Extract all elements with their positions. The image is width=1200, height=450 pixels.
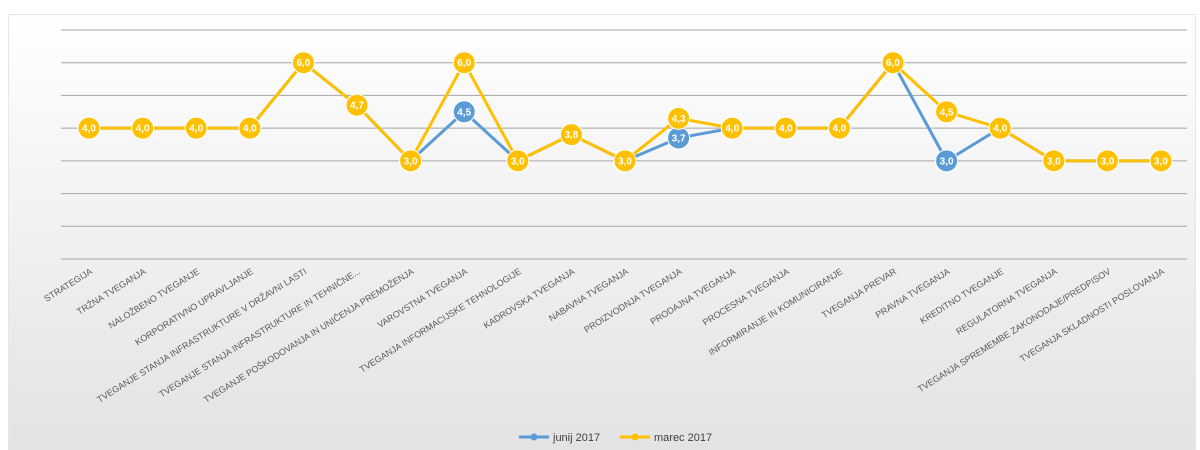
data-point-1-19 — [1095, 149, 1119, 173]
data-label-1-12: 4,0 — [725, 124, 739, 135]
data-label-1-8: 3,0 — [511, 156, 525, 167]
data-point-1-17 — [988, 116, 1012, 140]
legend-marker-0 — [530, 433, 538, 441]
x-tick-label-19: TVEGANJA SPREMEMBE ZAKONODAJE/PREDPISOV — [916, 266, 1113, 394]
legend-label-0: junij 2017 — [552, 432, 600, 444]
legend-marker-1 — [631, 433, 639, 441]
gridlines — [61, 29, 1187, 260]
x-tick-label-13: PROCESNA TVEGANJA — [701, 266, 791, 327]
data-label-1-14: 4,0 — [832, 124, 846, 135]
data-label-1-18: 3,0 — [1047, 156, 1061, 167]
x-tick-label-5: TVEGANJE STANJA INFRASTRUKTURE IN TEHNIČ… — [157, 266, 362, 399]
data-point-1-3 — [238, 116, 262, 140]
data-point-1-8 — [506, 149, 530, 173]
data-point-1-18 — [1042, 149, 1066, 173]
chart-area: 4,0 4,0 4,0 4,0 6,0 4,7 3,0 4,5 6,0 3,0 3,8 3,0 3,7 4… — [8, 14, 1196, 450]
data-label-1-2: 4,0 — [189, 124, 203, 135]
series-line-0 — [87, 61, 1163, 163]
data-label-1-16: 4,5 — [940, 107, 954, 118]
series-line-1 — [87, 61, 1163, 163]
data-label-0-11: 3,7 — [672, 133, 686, 144]
data-point-1-14 — [827, 116, 851, 140]
x-tick-label-11: PROIZVODNJA TVEGANJA — [582, 266, 683, 335]
data-point-1-5 — [345, 93, 369, 117]
data-label-1-13: 4,0 — [779, 124, 793, 135]
data-point-1-11 — [667, 106, 691, 130]
data-point-1-0 — [77, 116, 101, 140]
data-label-1-5: 4,7 — [350, 101, 364, 112]
data-label-1-6: 3,0 — [404, 156, 418, 167]
data-point-1-10 — [613, 149, 637, 173]
data-point-0-7 — [452, 100, 476, 124]
data-point-1-13 — [774, 116, 798, 140]
data-point-1-16 — [935, 100, 959, 124]
data-point-1-1 — [131, 116, 155, 140]
data-label-1-15: 6,0 — [886, 58, 900, 69]
data-label-1-17: 4,0 — [993, 124, 1007, 135]
line-chart: 4,0 4,0 4,0 4,0 6,0 4,7 3,0 4,5 6,0 3,0 3,8 3,0 3,7 4… — [42, 29, 1187, 444]
x-tick-label-0: STRATEGIJA — [42, 266, 94, 304]
data-label-1-9: 3,8 — [564, 130, 578, 141]
legend-label-1: marec 2017 — [654, 432, 712, 444]
x-tick-label-7: VAROVSTNA TVEGANJA — [376, 266, 470, 330]
x-tick-label-2: NALOŽBENO TVEGANJE — [107, 266, 202, 330]
series-lines — [87, 61, 1163, 163]
data-point-1-9 — [559, 123, 583, 147]
data-label-1-20: 3,0 — [1154, 156, 1168, 167]
data-label-0-7: 4,5 — [457, 107, 471, 118]
data-point-1-12 — [720, 116, 744, 140]
data-label-1-19: 3,0 — [1100, 156, 1114, 167]
data-label-1-7: 6,0 — [457, 58, 471, 69]
x-tick-label-18: REGULATORNA TVEGANJA — [954, 266, 1059, 336]
data-label-1-1: 4,0 — [136, 124, 150, 135]
data-point-0-16 — [935, 149, 959, 173]
data-point-1-2 — [184, 116, 208, 140]
data-label-1-10: 3,0 — [618, 156, 632, 167]
x-tick-label-12: PRODAJNA TVEGANJA — [649, 266, 738, 327]
data-point-1-20 — [1149, 149, 1173, 173]
data-label-1-4: 6,0 — [296, 58, 310, 69]
data-label-1-3: 4,0 — [243, 124, 257, 135]
data-label-1-0: 4,0 — [82, 124, 96, 135]
data-label-0-16: 3,0 — [940, 156, 954, 167]
x-tick-label-9: KADROVSKA TVEGANJA — [482, 266, 577, 330]
data-label-1-11: 4,3 — [672, 114, 686, 125]
data-point-1-7 — [452, 51, 476, 75]
legend: junij 2017 marec 2017 — [519, 432, 712, 444]
data-point-1-15 — [881, 51, 905, 75]
data-markers: 4,0 4,0 4,0 4,0 6,0 4,7 3,0 4,5 6,0 3,0 3,8 3,0 3,7 4… — [77, 51, 1173, 173]
data-point-1-4 — [291, 51, 315, 75]
data-point-1-6 — [399, 149, 423, 173]
